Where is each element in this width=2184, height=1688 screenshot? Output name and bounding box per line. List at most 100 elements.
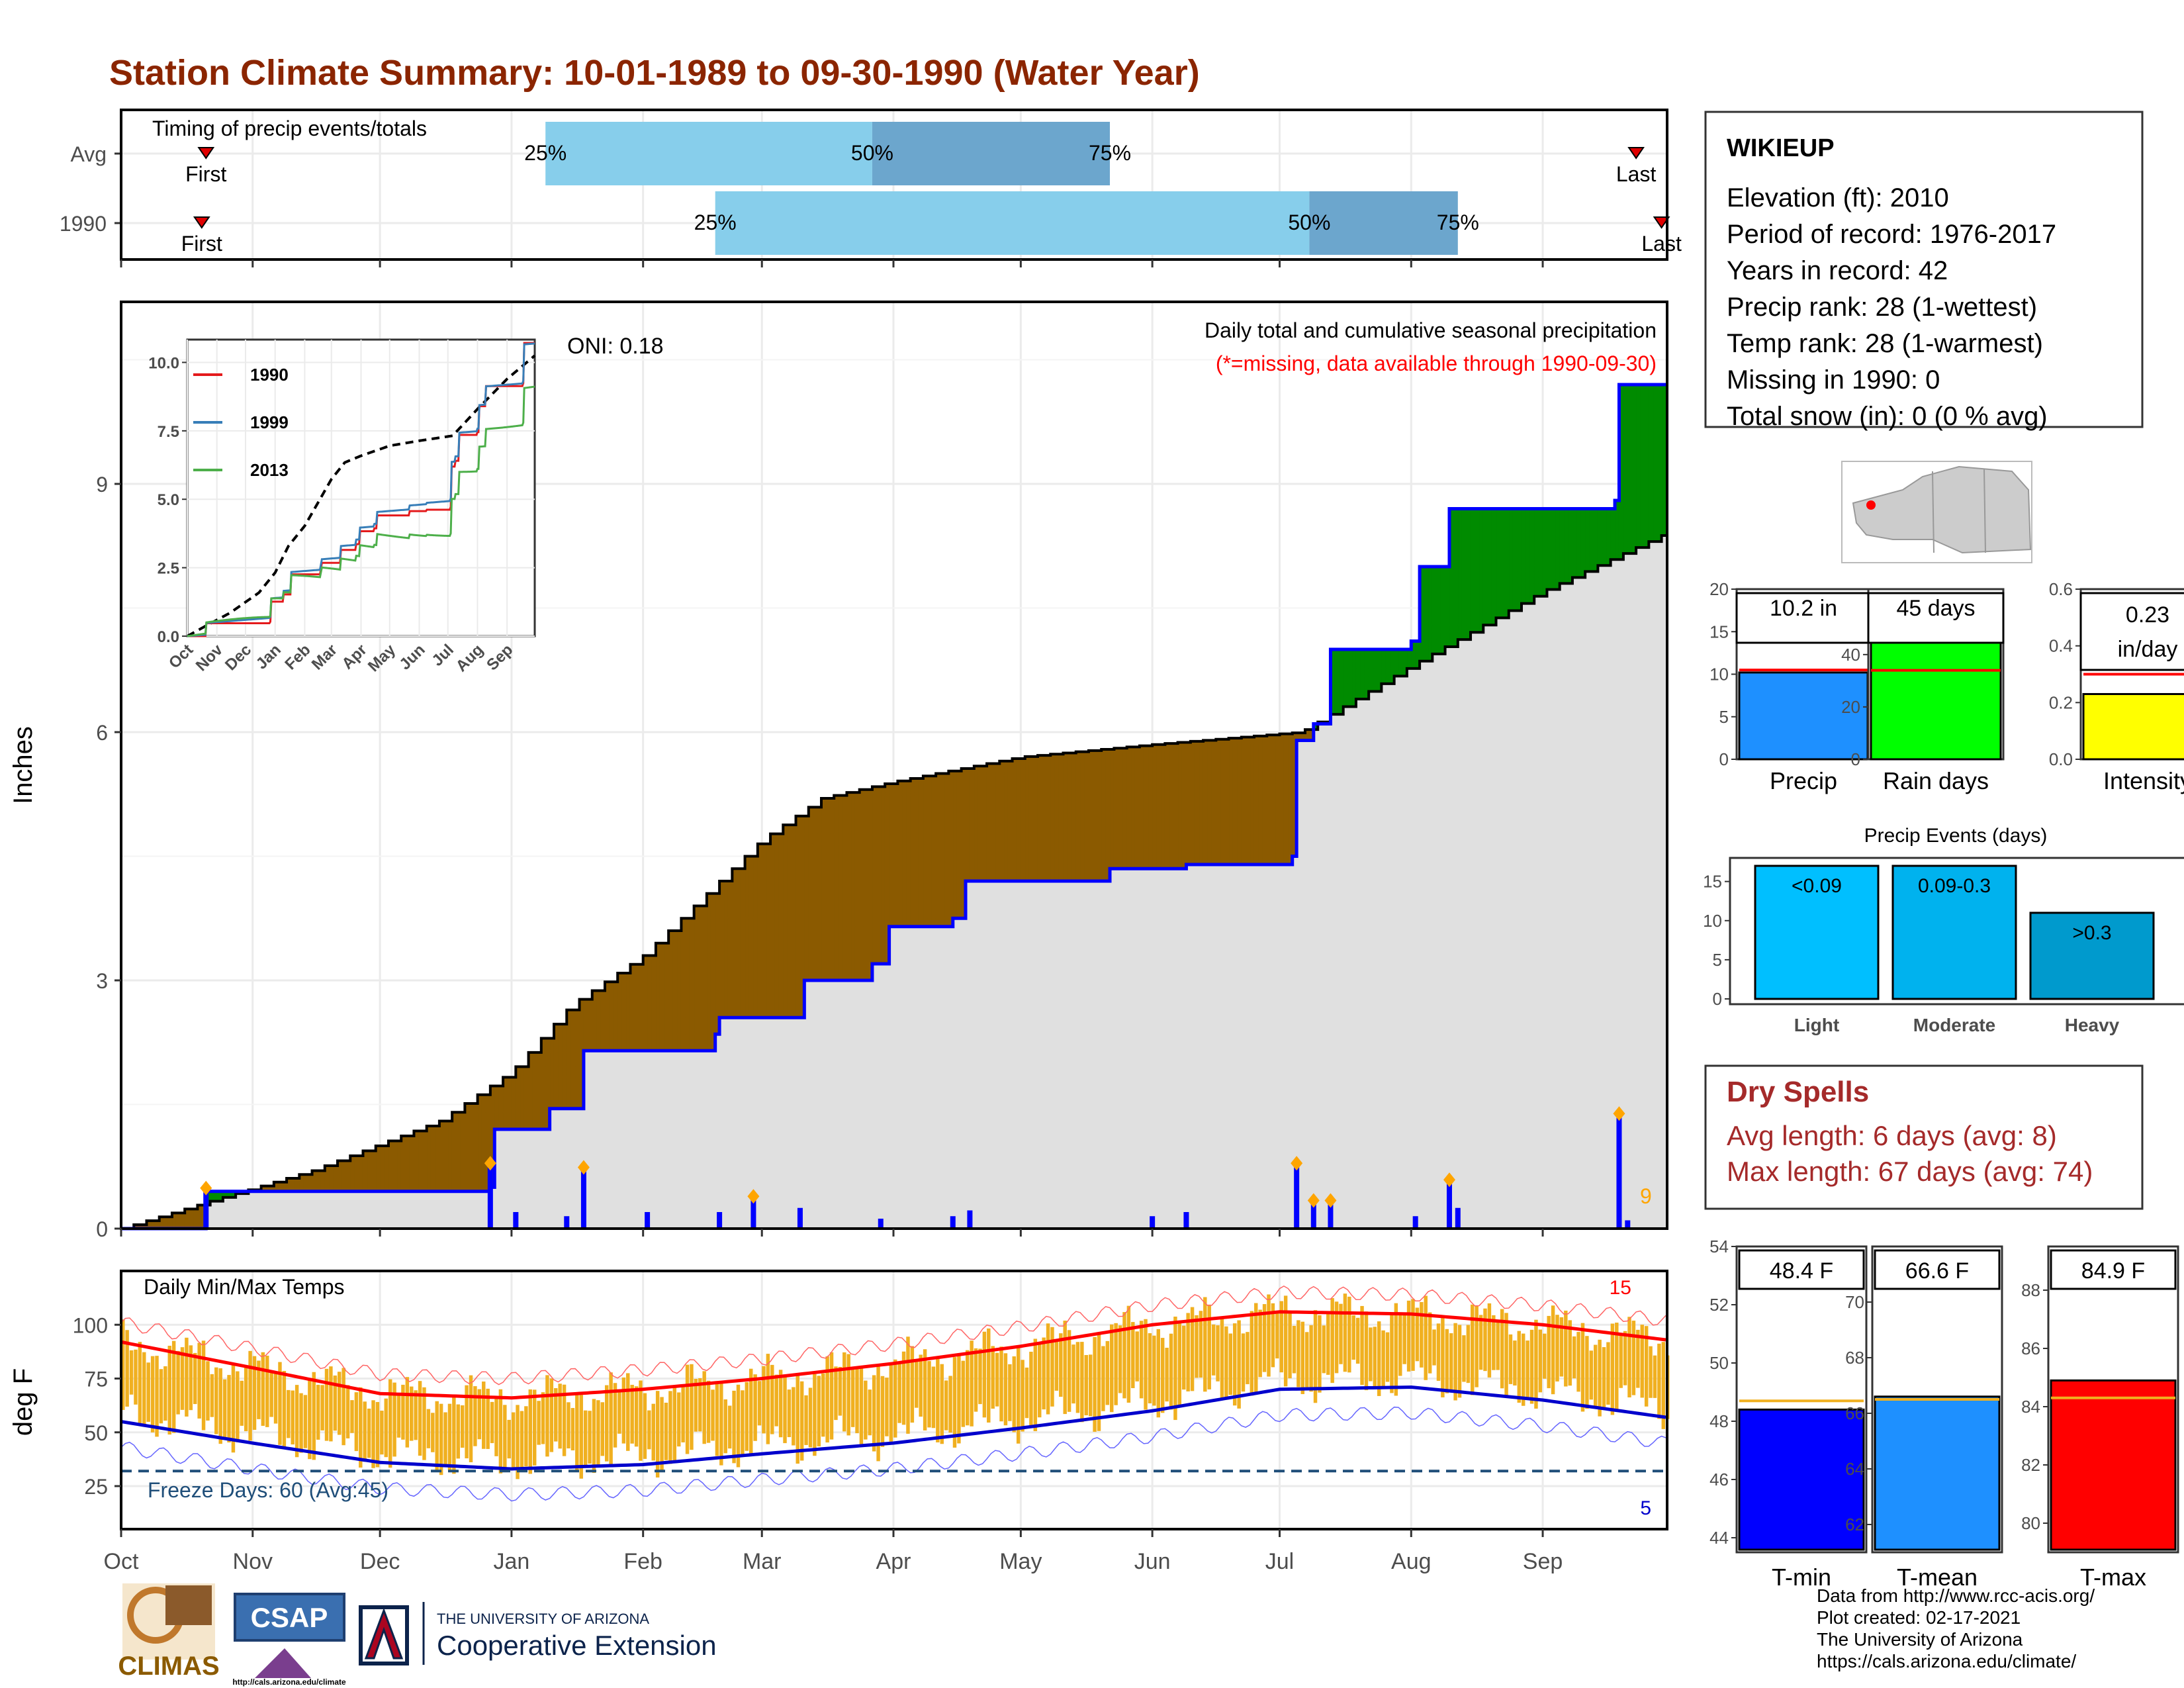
precip-y-tick-label: 3	[96, 969, 108, 993]
daily-temp-bar	[672, 1385, 677, 1463]
daily-temp-bar	[651, 1403, 655, 1461]
daily-precip-bar	[513, 1212, 519, 1229]
summary-y-tick-label: 0	[1719, 749, 1729, 769]
daily-temp-bar	[452, 1395, 456, 1474]
daily-temp-bar	[575, 1395, 579, 1472]
events-y-tick-label: 15	[1703, 872, 1722, 892]
daily-temp-bar	[367, 1408, 371, 1458]
daily-temp-bar	[630, 1384, 634, 1444]
daily-temp-bar	[498, 1389, 503, 1474]
temp-value-box	[1738, 1249, 1865, 1290]
daily-temp-bar	[1649, 1346, 1653, 1398]
daily-temp-bar	[910, 1346, 915, 1423]
daily-temp-bar	[1492, 1315, 1496, 1370]
summary-y-tick-label: 0	[1851, 749, 1860, 769]
daily-temp-bar	[1610, 1323, 1615, 1415]
daily-temp-bar	[889, 1363, 893, 1442]
precip-value: 10.2 in	[1770, 596, 1837, 621]
daily-temp-bar	[1576, 1332, 1580, 1392]
month-axis-label: Apr	[876, 1549, 911, 1574]
summary-y-tick-label: 0.4	[2049, 636, 2073, 656]
daily-temp-bar	[634, 1386, 639, 1447]
daily-temp-bar	[554, 1388, 558, 1442]
daily-temp-bar	[486, 1388, 490, 1449]
daily-temp-bar	[1262, 1304, 1267, 1372]
daily-temp-bar	[1024, 1367, 1029, 1419]
daily-temp-bar	[944, 1380, 948, 1430]
daily-temp-bar	[142, 1352, 146, 1426]
temp-y-tick-label: 75	[84, 1368, 108, 1391]
daily-temp-bar	[176, 1350, 180, 1415]
daily-temp-bar	[617, 1389, 621, 1434]
record-max-line	[120, 1285, 1666, 1385]
avg-min-line	[120, 1385, 1666, 1471]
daily-temp-bar	[931, 1366, 936, 1429]
daily-temp-bar	[1008, 1364, 1012, 1421]
daily-temp-bar	[282, 1371, 287, 1448]
daily-temp-bar	[690, 1364, 694, 1450]
daily-temp-bar	[1250, 1311, 1254, 1396]
daily-precip-bar	[1294, 1166, 1300, 1229]
daily-temp-bar	[647, 1410, 651, 1450]
daily-temp-bar	[906, 1336, 910, 1434]
page-title: Station Climate Summary: 10-01-1989 to 0…	[109, 53, 1200, 93]
daily-temp-bar	[821, 1373, 825, 1437]
daily-temp-bar	[778, 1370, 783, 1438]
last-label: Last	[1616, 162, 1657, 186]
daily-temp-bar	[596, 1400, 600, 1468]
events-y-tick-label: 10	[1703, 911, 1722, 931]
daily-precip-bar	[1616, 1117, 1622, 1229]
daily-temp-bar	[957, 1355, 961, 1444]
daily-temp-bar	[655, 1391, 660, 1478]
daily-temp-bar	[477, 1389, 482, 1440]
last-event-marker	[1627, 147, 1645, 160]
inset-line-2013	[187, 385, 535, 637]
event-bar	[1754, 865, 1880, 1000]
daily-temp-bar	[1182, 1325, 1186, 1390]
daily-temp-bar	[1343, 1293, 1347, 1372]
daily-temp-bar	[1165, 1348, 1169, 1402]
daily-temp-bar	[1589, 1350, 1594, 1400]
station-info-line: Elevation (ft): 2010	[1727, 183, 1949, 212]
record-min-line	[120, 1406, 1666, 1502]
daily-temp-bar	[163, 1366, 167, 1421]
daily-temp-bar	[1232, 1323, 1237, 1406]
daily-temp-bar	[897, 1364, 901, 1423]
daily-temp-bar	[1084, 1354, 1088, 1416]
daily-temp-bar	[524, 1406, 528, 1467]
temp-panel-title: Daily Min/Max Temps	[144, 1275, 344, 1299]
daily-temp-bar	[1258, 1309, 1262, 1378]
daily-temp-bar	[1598, 1339, 1602, 1417]
daily-temp-bar	[825, 1356, 829, 1443]
daily-temp-bar	[261, 1352, 265, 1426]
daily-temp-bar	[206, 1361, 210, 1421]
daily-temp-bar	[868, 1389, 872, 1436]
daily-temp-bar	[1411, 1299, 1415, 1371]
daily-temp-bar	[1203, 1297, 1207, 1392]
daily-temp-bar	[465, 1385, 469, 1459]
daily-temp-bar	[431, 1413, 435, 1452]
daily-temp-bar	[350, 1400, 354, 1433]
month-axis-label: Feb	[623, 1549, 662, 1574]
daily-temp-bar	[570, 1407, 575, 1451]
daily-temp-bar	[185, 1337, 189, 1417]
temp-summary-y-tick-label: 80	[2021, 1513, 2040, 1533]
daily-temp-bar	[995, 1352, 999, 1407]
daily-temp-bar	[999, 1346, 1003, 1422]
intensity-value: 0.23	[2126, 602, 2169, 628]
daily-temp-bar	[850, 1368, 855, 1427]
dry-spells-title: Dry Spells	[1727, 1076, 1869, 1108]
daily-temp-bar	[846, 1354, 850, 1436]
daily-temp-bar	[410, 1386, 414, 1441]
daily-temp-bar	[1038, 1342, 1042, 1418]
inset-legend-label: 1990	[250, 365, 289, 385]
daily-temp-bar	[193, 1352, 197, 1405]
timing-bar-50-75	[872, 122, 1111, 185]
temp-value-box	[1874, 1249, 2001, 1290]
temp-summary-y-tick-label: 48	[1709, 1411, 1729, 1431]
daily-temp-bar	[1101, 1346, 1105, 1411]
summary-y-tick-label: 20	[1709, 579, 1729, 599]
temp-summary-label: T-mean	[1897, 1564, 1978, 1591]
daily-precip-bar	[797, 1207, 803, 1229]
temp-summary-y-tick-label: 50	[1709, 1353, 1729, 1373]
